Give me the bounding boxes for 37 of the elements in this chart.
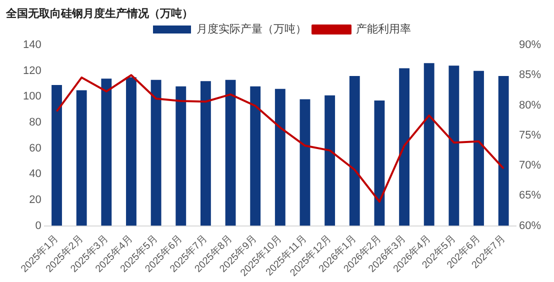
bar [150,80,162,226]
bar [52,85,62,226]
y-tick-label: 40 [29,168,42,180]
y2-tick-label: 70% [518,160,542,172]
y-tick-label: 80 [29,116,42,129]
bar [300,99,310,226]
y-tick-label: 140 [22,39,42,52]
y2-tick-label: 75% [518,129,542,142]
bar [474,70,484,226]
bar [76,90,87,226]
bar [498,76,509,226]
bar [200,81,211,226]
bar [101,78,112,226]
y2-tick-label: 60% [518,220,542,232]
y2-tick-label: 90% [518,39,542,52]
bar [274,88,286,226]
y2-tick-label: 65% [518,190,542,202]
bar [374,100,385,226]
y-tick-label: 20 [29,194,42,206]
y-tick-label: 100 [22,90,42,103]
y2-tick-label: 80% [518,99,542,112]
bar [448,66,460,226]
bar [349,76,360,226]
legend-label: 月度实际产量（万吨） [196,22,306,36]
bar [424,63,434,226]
bar [126,77,136,226]
legend-label: 产能利用率 [356,22,411,36]
y-tick-label: 60 [29,142,42,154]
bar [250,86,261,226]
y-tick-label: 0 [35,220,42,232]
bar [225,80,236,226]
chart-title: 全国无取向硅钢月度生产情况（万吨） [6,6,193,21]
bar [176,86,186,226]
bar [399,68,410,226]
y-tick-label: 120 [22,64,42,77]
bar [324,95,336,226]
y2-tick-label: 85% [518,69,542,82]
